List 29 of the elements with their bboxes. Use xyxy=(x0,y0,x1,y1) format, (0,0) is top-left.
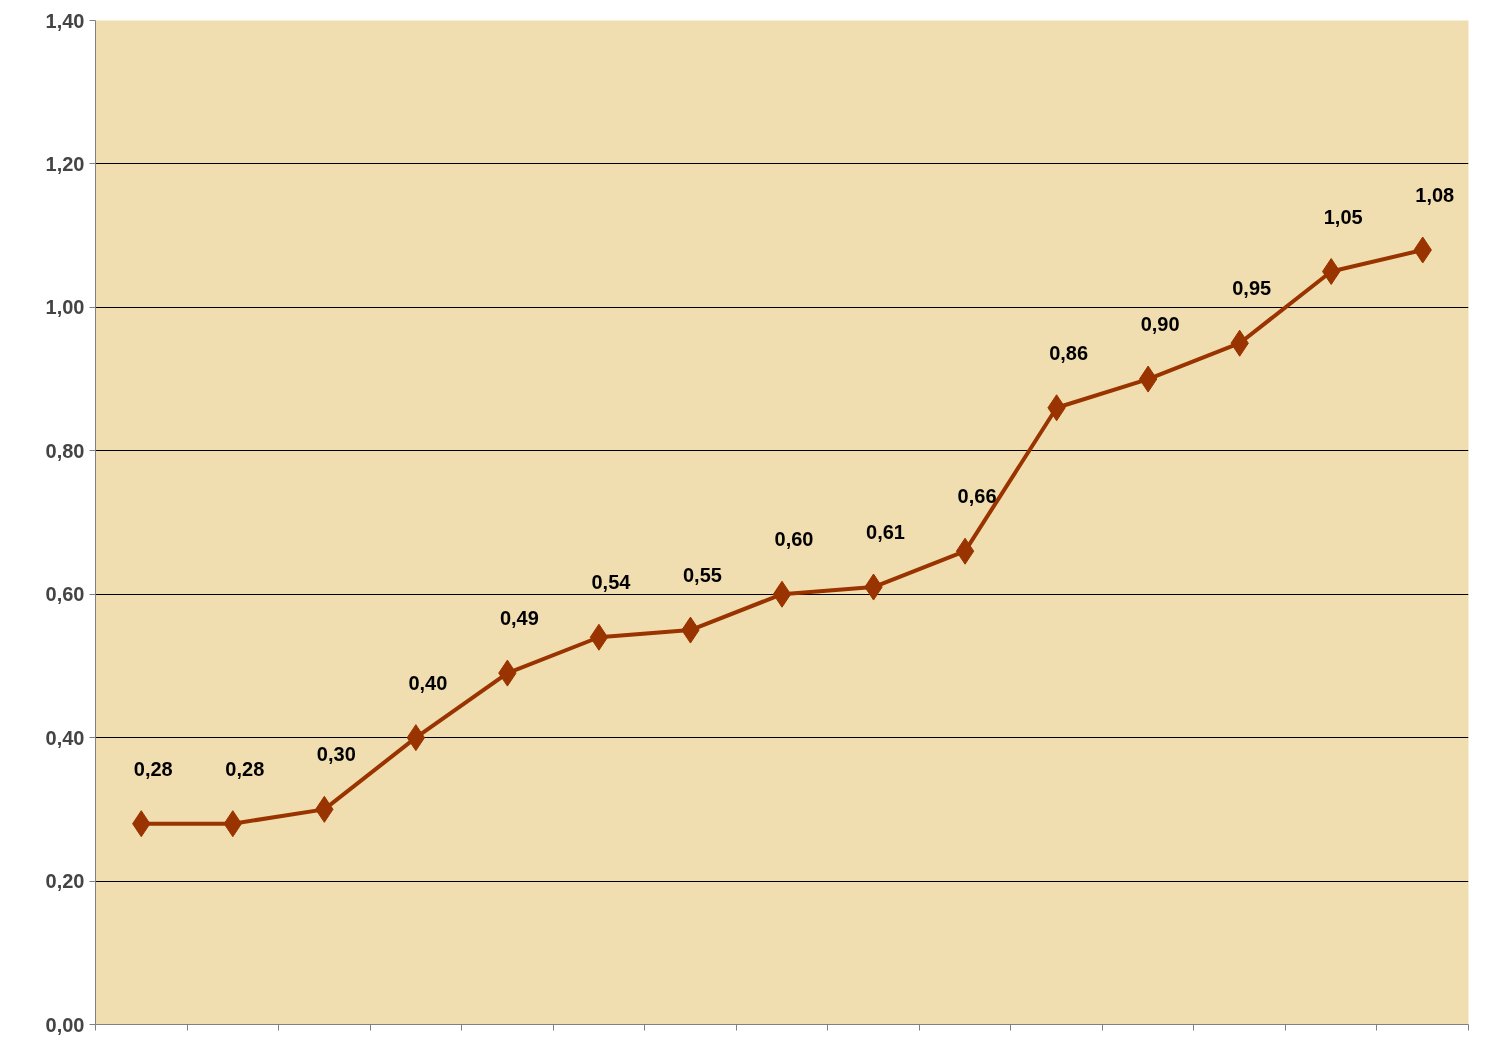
y-tick-label: 1,20 xyxy=(45,152,85,175)
point xyxy=(589,623,609,651)
data-label: 0,40 xyxy=(408,671,448,694)
y-tick-label: 0,60 xyxy=(45,583,85,606)
data-label: 0,66 xyxy=(957,485,997,508)
data-label: 0,90 xyxy=(1140,313,1180,336)
data-label: 0,61 xyxy=(866,521,906,544)
y-tick-label: 0,00 xyxy=(45,1013,85,1036)
point xyxy=(1322,258,1341,285)
data-label: 0,49 xyxy=(499,607,539,630)
data-label: 1,05 xyxy=(1323,205,1363,228)
y-tick-label: 1,40 xyxy=(45,9,85,32)
data-label: 0,86 xyxy=(1049,341,1089,364)
data-label: 0,95 xyxy=(1232,277,1272,300)
data-label: 0,55 xyxy=(683,564,722,587)
point xyxy=(1138,365,1158,393)
data-label: 0,54 xyxy=(591,571,632,594)
point xyxy=(772,580,792,608)
y-tick-label: 0,80 xyxy=(45,439,85,462)
data-label: 1,08 xyxy=(1415,183,1455,206)
point xyxy=(955,537,975,565)
y-tick-label: 0,20 xyxy=(45,870,85,893)
y-tick-label: 1,00 xyxy=(45,296,85,319)
data-label: 0,28 xyxy=(133,757,173,780)
data-label: 0,30 xyxy=(316,743,356,766)
y-tick-label: 0,40 xyxy=(45,726,85,749)
point xyxy=(406,724,426,752)
data-label: 0,28 xyxy=(225,757,265,780)
data-label: 0,60 xyxy=(774,528,814,551)
